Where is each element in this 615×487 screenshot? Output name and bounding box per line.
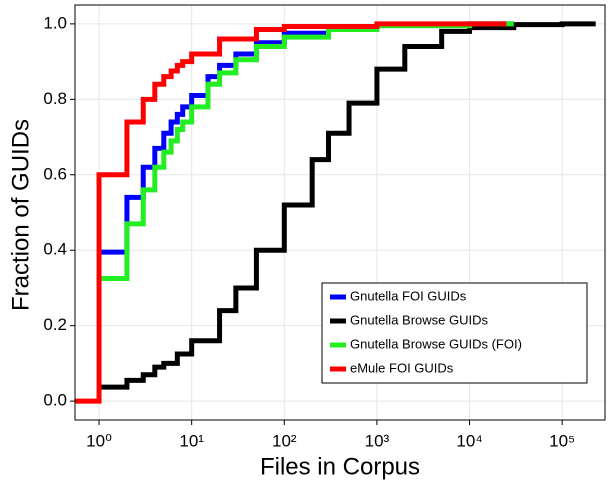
x-tick-label: 10¹ [179,431,204,450]
y-axis-title: Fraction of GUIDs [7,119,34,311]
y-tick-label: 0.2 [43,315,67,334]
series-line [99,21,514,255]
series-line [99,21,514,282]
x-tick-label: 10⁵ [549,431,575,450]
legend-label: eMule FOI GUIDs [350,360,454,375]
x-tick-label: 10⁰ [86,431,112,450]
y-tick-label: 0.6 [43,164,67,183]
y-tick-label: 1.0 [43,13,67,32]
x-tick-label: 10² [272,431,297,450]
legend-label: Gnutella Browse GUIDs (FOI) [350,336,522,351]
legend-label: Gnutella FOI GUIDs [350,288,467,303]
x-tick-label: 10³ [365,431,390,450]
series-line [75,21,507,404]
legend-box [321,282,588,384]
x-tick-label: 10⁴ [456,431,482,450]
panel-border [74,4,606,421]
y-tick-label: 0.0 [43,391,67,410]
y-tick-label: 0.8 [43,89,67,108]
x-axis-title: Files in Corpus [260,453,420,480]
y-tick-label: 0.4 [43,240,67,259]
series-line [99,21,596,390]
legend-label: Gnutella Browse GUIDs [350,312,488,327]
